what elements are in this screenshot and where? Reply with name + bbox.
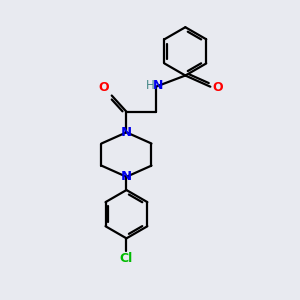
Text: N: N <box>153 79 164 92</box>
Text: O: O <box>98 81 109 94</box>
Text: Cl: Cl <box>120 252 133 265</box>
Text: H: H <box>146 79 154 92</box>
Text: N: N <box>121 126 132 139</box>
Text: N: N <box>121 170 132 183</box>
Text: O: O <box>213 81 223 94</box>
